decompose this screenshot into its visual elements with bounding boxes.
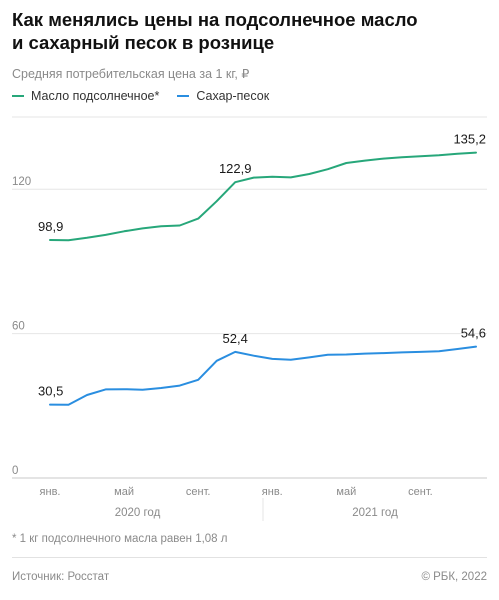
line-chart: 0 60 120 янв. май сент. янв. май сент. 2020 год 20… (12, 116, 487, 521)
chart-subtitle: Средняя потребительская цена за 1 кг, ₽ (12, 67, 250, 81)
data-label-oil: 122,9 (219, 161, 252, 176)
x-tick-label: май (336, 486, 356, 498)
year-label: 2020 год (115, 507, 161, 519)
legend-swatch-oil (12, 95, 24, 97)
data-label-oil: 98,9 (38, 219, 63, 234)
footnote: * 1 кг подсолнечного масла равен 1,08 л (12, 533, 228, 545)
data-label-sugar: 30,5 (38, 384, 63, 399)
legend-item-sugar: Сахар-песок (177, 89, 269, 103)
y-tick-label: 60 (12, 321, 25, 333)
copyright-text: © РБК, 2022 (421, 571, 487, 583)
x-tick-label: янв. (40, 486, 61, 498)
legend: Масло подсолнечное* Сахар-песок (12, 89, 287, 103)
year-label: 2021 год (352, 507, 398, 519)
x-tick-label: сент. (408, 486, 433, 498)
chart-title: Как менялись цены на подсолнечное масло … (12, 8, 492, 54)
y-tick-label: 120 (12, 176, 31, 188)
title-line-2: и сахарный песок в рознице (12, 32, 275, 53)
x-tick-label: май (114, 486, 134, 498)
x-tick-label: сент. (186, 486, 211, 498)
data-label-oil: 135,2 (453, 132, 486, 147)
legend-item-oil: Масло подсолнечное* (12, 89, 159, 103)
legend-label-sugar: Сахар-песок (196, 89, 270, 103)
footer-divider (12, 557, 487, 558)
data-label-sugar: 54,6 (461, 326, 486, 341)
series-line-oil (49, 151, 477, 242)
series-line-sugar (49, 345, 477, 406)
legend-label-oil: Масло подсолнечное* (31, 89, 160, 103)
title-line-1: Как менялись цены на подсолнечное масло (12, 9, 418, 30)
y-tick-label: 0 (12, 465, 18, 477)
x-tick-label: янв. (262, 486, 283, 498)
source-text: Источник: Росстат (12, 571, 110, 583)
data-label-sugar: 52,4 (223, 331, 248, 346)
legend-swatch-sugar (177, 95, 190, 97)
